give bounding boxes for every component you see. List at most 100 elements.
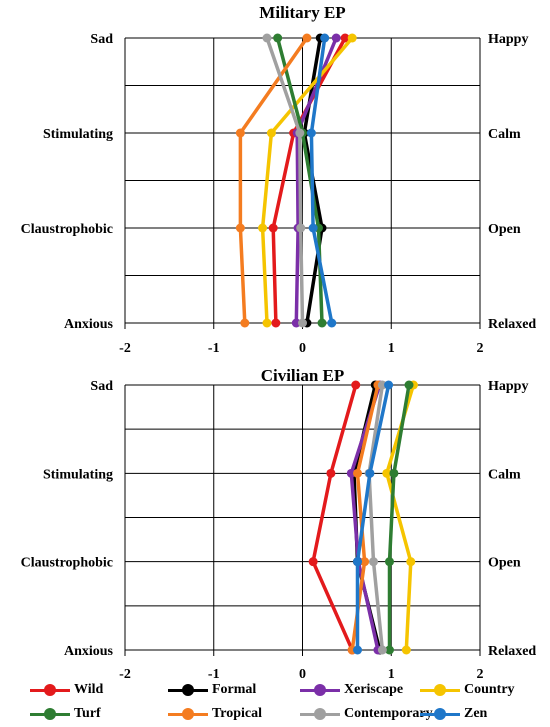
legend-swatch xyxy=(30,704,70,724)
panel-1-x-tick-label: 2 xyxy=(477,341,484,356)
panel-1-x-tick-label: 1 xyxy=(388,341,395,356)
panel-1-point-xeriscape xyxy=(331,33,341,43)
panel-2-series-line-turf xyxy=(387,384,411,650)
panel-2-point-xeriscape xyxy=(346,468,356,478)
panel-1-point-contemporary xyxy=(296,223,306,233)
panel-1-point-tropical xyxy=(235,128,245,138)
panel-2-point-turf xyxy=(384,645,394,655)
legend-swatch-marker xyxy=(314,708,326,720)
legend-swatch-marker xyxy=(434,684,446,696)
panel-2-series-line-wild xyxy=(311,384,358,651)
legend-label: Turf xyxy=(74,706,101,721)
panel-2-point-zen xyxy=(384,380,394,390)
panel-1-right-label: Relaxed xyxy=(488,317,536,332)
panel-2-point-wild xyxy=(351,380,361,390)
panel-1-point-wild xyxy=(271,318,281,328)
panel-1-point-turf xyxy=(317,318,327,328)
panel-2-series-line-xeriscape xyxy=(349,384,382,651)
panel-1-point-country xyxy=(347,33,357,43)
panel-1-point-wild xyxy=(268,223,278,233)
panel-2-left-label: Anxious xyxy=(64,644,114,659)
panel-1-series-line-tropical xyxy=(238,36,309,324)
legend-swatch xyxy=(300,704,340,724)
panel-2-point-country xyxy=(406,557,416,567)
legend-item-xeriscape: Xeriscape xyxy=(300,680,403,700)
panel-2-point-zen xyxy=(365,468,375,478)
panel-1-point-zen xyxy=(308,223,318,233)
panel-1-point-country xyxy=(258,223,268,233)
panel-1-point-zen xyxy=(306,128,316,138)
panel-2-point-turf xyxy=(384,557,394,567)
panel-2-point-wild xyxy=(308,557,318,567)
panel-2-point-zen xyxy=(353,645,363,655)
panel-1-left-label: Anxious xyxy=(64,317,114,332)
panel-2-point-country xyxy=(382,468,392,478)
legend-label: Wild xyxy=(74,682,104,697)
legend-swatch xyxy=(300,680,340,700)
legend-swatch-marker xyxy=(314,684,326,696)
panel-2-point-contemporary xyxy=(377,380,387,390)
legend-item-tropical: Tropical xyxy=(168,704,262,724)
panel-2-left-label: Stimulating xyxy=(43,467,113,482)
legend-swatch xyxy=(168,680,208,700)
panel-1-series-line-zen xyxy=(309,37,334,324)
panel-1-point-wild xyxy=(340,33,350,43)
panel-1-left-label: Claustrophobic xyxy=(21,222,113,237)
legend-item-zen: Zen xyxy=(420,704,487,724)
legend-label: Formal xyxy=(212,682,257,697)
panel-1-point-contemporary xyxy=(298,318,307,328)
panel-2-point-wild xyxy=(326,468,336,478)
legend-label: Tropical xyxy=(212,706,263,721)
panel-1-point-tropical xyxy=(235,223,245,233)
panel-1-right-label: Open xyxy=(488,222,521,237)
panel-2-left-label: Sad xyxy=(90,379,113,394)
panel-1-left-label: Stimulating xyxy=(43,127,113,142)
panel-1-point-xeriscape xyxy=(291,318,301,328)
panel-2-point-contemporary xyxy=(369,557,378,567)
legend-swatch-marker xyxy=(182,684,194,696)
panel-1-point-zen xyxy=(320,33,330,43)
panel-1-title: Military EP xyxy=(259,3,345,22)
panel-2-point-contemporary xyxy=(377,645,387,655)
panel-1-point-country xyxy=(266,128,276,138)
panel-2-right-label: Relaxed xyxy=(488,644,536,659)
panel-1-point-turf xyxy=(273,33,283,43)
panel-1-left-label: Sad xyxy=(90,32,113,47)
panel-2-point-zen xyxy=(353,557,363,567)
panel-2-right-label: Open xyxy=(488,556,521,571)
legend-label: Zen xyxy=(464,706,488,721)
legend-item-turf: Turf xyxy=(30,704,101,724)
panel-2-title: Civilian EP xyxy=(261,366,345,385)
panel-2-point-country xyxy=(401,645,411,655)
panel-1-series-line-contemporary xyxy=(265,37,305,324)
panel-1-series-line-country xyxy=(260,36,354,324)
panel-2-right-label: Happy xyxy=(488,379,528,394)
legend-swatch-marker xyxy=(434,708,446,720)
panel-2-right-label: Calm xyxy=(488,467,521,482)
legend-swatch xyxy=(168,704,208,724)
legend-swatch xyxy=(30,680,70,700)
legend-label: Country xyxy=(464,682,515,697)
legend-label: Xeriscape xyxy=(344,682,404,697)
panel-2-x-tick-label: 2 xyxy=(477,667,484,680)
legend-item-wild: Wild xyxy=(30,680,103,700)
panel-2-point-tropical xyxy=(360,557,370,567)
legend-item-contemporary: Contemporary xyxy=(300,704,433,724)
panel-1-point-zen xyxy=(327,318,337,328)
panel-2-series-line-contemporary xyxy=(367,384,385,651)
panel-1-point-tropical xyxy=(240,318,250,328)
panel-2-point-turf xyxy=(389,468,399,478)
panel-1-x-tick-label: 0 xyxy=(299,341,306,356)
legend-swatch-marker xyxy=(182,708,194,720)
panel-2-series-line-zen xyxy=(355,384,391,650)
panel-1-right-label: Happy xyxy=(488,32,528,47)
panel-2-x-tick-label: 1 xyxy=(388,667,395,680)
panel-2-x-tick-label: -1 xyxy=(208,667,220,680)
panel-2-point-tropical xyxy=(353,468,363,478)
legend-swatch xyxy=(420,704,460,724)
panel-2-x-tick-label: -2 xyxy=(119,667,131,680)
legend-swatch-marker xyxy=(44,708,56,720)
panel-1-point-tropical xyxy=(302,33,312,43)
chart-canvas: Military EP -2 -1 0 1 2 Sad Stimulating Claustro… xyxy=(21,3,537,682)
